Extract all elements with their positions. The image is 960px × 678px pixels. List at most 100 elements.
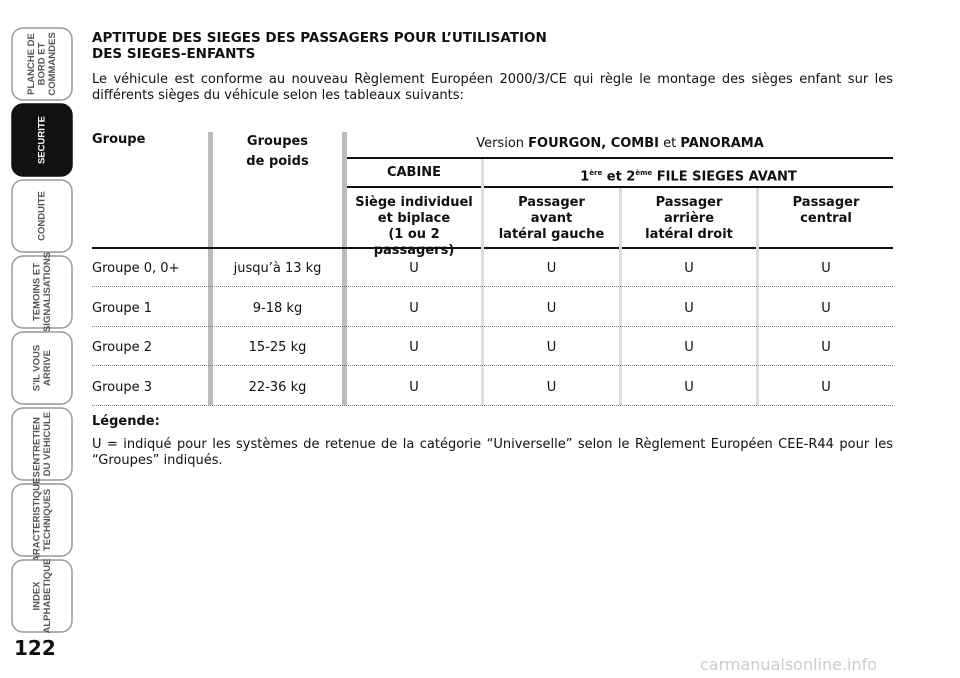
weight-header-line: Groupes xyxy=(246,134,309,149)
seat-header-line: Passager xyxy=(792,195,860,210)
tab-label: SIGNALISATIONS xyxy=(42,252,53,332)
cabin-header: CABINE xyxy=(386,165,442,180)
tab-label: ENTRETIEN xyxy=(31,417,42,471)
heading: APTITUDE DES SIEGES DES PASSAGERS POUR L… xyxy=(92,30,892,62)
tab-label: BORD ET xyxy=(37,42,48,85)
cell: U xyxy=(684,379,694,395)
seat-header: Passager central xyxy=(759,195,893,227)
page-number: 122 xyxy=(14,636,56,660)
tab-label: PLANCHE DE xyxy=(26,33,37,95)
tab-label: ALPHABETIQUE xyxy=(42,559,53,634)
column-bar xyxy=(342,132,347,405)
rows-header-text: 1 xyxy=(580,169,590,185)
row-group: Groupe 0, 0+ xyxy=(92,261,180,276)
seat-header: Passager arrière latéral droit xyxy=(622,195,756,243)
version-header: Version FOURGON, COMBI et PANORAMA xyxy=(347,136,893,152)
heading-line: DES SIEGES-ENFANTS xyxy=(92,46,256,62)
version-text: PANORAMA xyxy=(680,136,764,151)
version-text: FOURGON, COMBI xyxy=(528,136,659,151)
rows-header-text: et 2 xyxy=(606,169,636,185)
version-text: et xyxy=(663,136,677,151)
tab-label: CARACTERISTIQUES xyxy=(31,471,42,569)
tab-label: TEMOINS ET xyxy=(31,263,42,321)
rows-header-sup: ère xyxy=(589,169,603,177)
seat-header-line: Passager xyxy=(518,195,585,210)
tab xyxy=(11,407,73,481)
seat-header-line: arrière xyxy=(663,211,715,226)
tab xyxy=(11,255,73,329)
cell: U xyxy=(821,379,831,395)
rows-header-sup: ème xyxy=(635,169,653,177)
seat-header-line: et biplace xyxy=(377,211,451,226)
row-weight: jusqu’à 13 kg xyxy=(233,261,322,276)
tab xyxy=(11,483,73,557)
seat-header-line: Siège individuel xyxy=(355,195,473,210)
legend-title: Légende: xyxy=(92,414,160,429)
weight-header-line: de poids xyxy=(246,154,309,169)
tab xyxy=(11,103,73,177)
weight-header: Groupes de poids xyxy=(213,132,342,172)
cell: U xyxy=(821,300,831,316)
row-rule xyxy=(92,286,893,287)
seat-header: Siège individuel et biplace (1 ou 2 passag… xyxy=(347,195,481,259)
row-rule xyxy=(92,404,893,406)
cell: U xyxy=(409,340,419,355)
row-weight: 22-36 kg xyxy=(248,379,307,395)
group-header: Groupe xyxy=(92,132,146,147)
row-weight: 15-25 kg xyxy=(248,340,307,355)
column-divider xyxy=(481,159,484,405)
side-tabs: PLANCHE DE BORD ET COMMANDES SECURITE CONDUI… xyxy=(11,27,73,634)
tab-label: SECURITE xyxy=(37,116,48,164)
tab xyxy=(11,27,73,101)
cell: U xyxy=(684,300,694,316)
tab-label: S'IL VOUS xyxy=(31,345,42,391)
row-group: Groupe 1 xyxy=(92,300,152,316)
tab-label: INDEX xyxy=(31,581,42,611)
tab-label: ARRIVE xyxy=(42,350,53,386)
row-weight: 9-18 kg xyxy=(252,300,303,316)
tab xyxy=(11,331,73,405)
watermark: carmanualsonline.info xyxy=(700,655,878,674)
row-group: Groupe 2 xyxy=(92,340,152,355)
rule xyxy=(92,247,893,249)
seat-header-line: latéral gauche xyxy=(498,227,605,242)
cell: U xyxy=(821,261,831,276)
cell: U xyxy=(409,379,419,395)
tab-label: COMMANDES xyxy=(47,32,58,95)
cell: U xyxy=(409,300,419,316)
version-text: Version xyxy=(476,136,525,151)
cell: U xyxy=(546,379,557,395)
rows-header: 1ère et 2ème FILE SIEGES AVANT xyxy=(484,165,893,185)
seat-header: Passager avant latéral gauche xyxy=(484,195,619,243)
cell: U xyxy=(684,261,694,276)
rows-header-text: FILE SIEGES AVANT xyxy=(656,169,797,185)
row-group: Groupe 3 xyxy=(92,379,152,395)
cell: U xyxy=(684,340,694,355)
intro: Le véhicule est conforme au nouveau Règl… xyxy=(92,72,893,103)
tab xyxy=(11,559,73,633)
cell: U xyxy=(821,340,831,355)
rule xyxy=(347,157,893,159)
column-divider xyxy=(619,188,622,405)
cell: U xyxy=(546,261,557,276)
seat-header-line: avant xyxy=(530,211,573,226)
tab-label: TECHNIQUES xyxy=(42,489,53,551)
rule xyxy=(347,186,893,188)
seat-header-line: central xyxy=(800,211,852,226)
cell: U xyxy=(546,300,557,316)
tab xyxy=(11,179,73,253)
seat-header-line: (1 ou 2 passagers) xyxy=(373,227,455,258)
row-rule xyxy=(92,325,893,327)
cell: U xyxy=(546,340,557,355)
legend-text: U = indiqué pour les systèmes de retenue… xyxy=(92,437,893,468)
cell: U xyxy=(409,261,419,276)
seat-header-line: latéral droit xyxy=(645,227,733,242)
column-bar xyxy=(208,132,213,405)
tab-label: CONDUITE xyxy=(37,191,48,241)
column-divider xyxy=(756,188,759,405)
row-rule xyxy=(92,365,893,366)
tab-label: DU VEHICULE xyxy=(42,412,53,476)
seat-header-line: Passager xyxy=(655,195,723,210)
